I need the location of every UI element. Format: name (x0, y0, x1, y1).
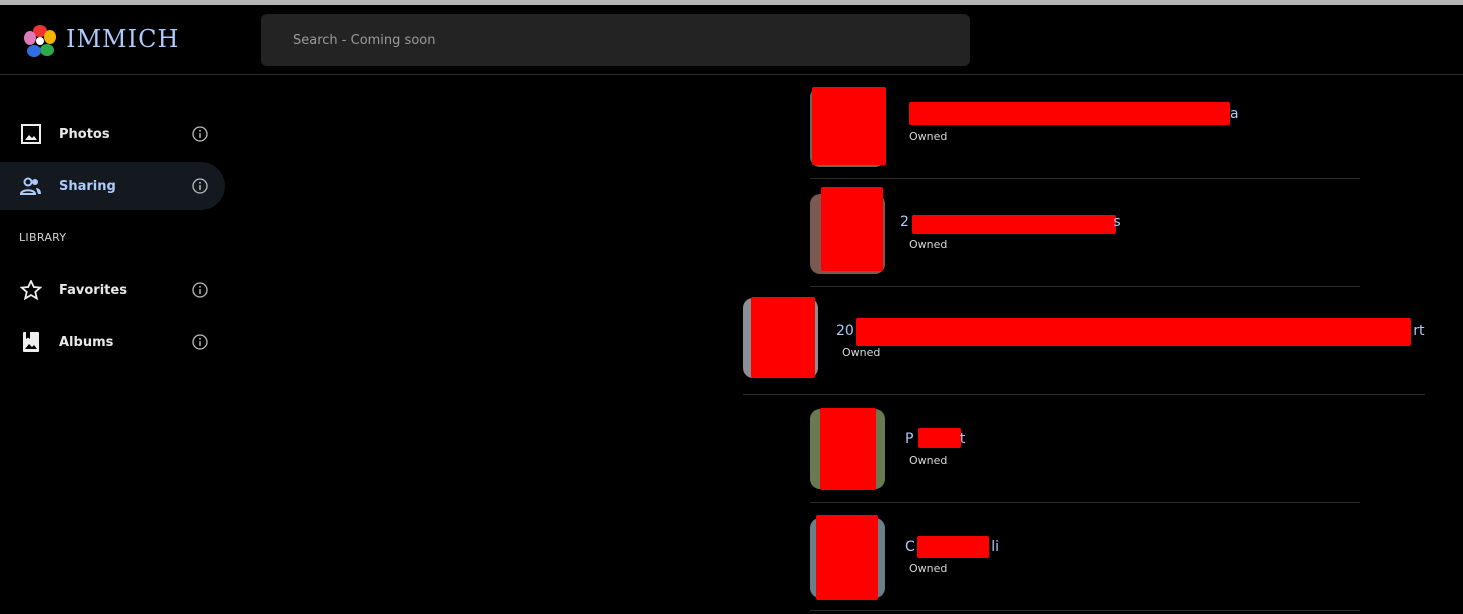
info-icon[interactable] (192, 334, 208, 350)
info-icon[interactable] (192, 178, 208, 194)
album-owner-status: Owned (909, 238, 948, 251)
album-owner-status: Owned (909, 454, 948, 467)
redaction (917, 536, 989, 558)
redaction (751, 297, 815, 378)
divider (743, 394, 1425, 395)
sidebar-item-label: Photos (59, 126, 110, 142)
sidebar-item-favorites[interactable]: Favorites (0, 266, 225, 314)
album-title[interactable]: C li (905, 539, 1000, 555)
library-section-label: LIBRARY (19, 231, 67, 244)
album-title[interactable]: a (1230, 106, 1239, 122)
album-title[interactable]: P t (905, 431, 966, 447)
sidebar-item-photos[interactable]: Photos (0, 110, 225, 158)
redaction (856, 318, 1411, 346)
star-icon (20, 280, 42, 300)
redaction (821, 187, 883, 271)
search-input[interactable] (261, 14, 970, 66)
album-title[interactable]: 20 rt (836, 323, 1425, 339)
redaction (912, 215, 1116, 234)
window-top-bar (0, 0, 1463, 5)
app-header: IMMICH (0, 5, 1463, 75)
sidebar-item-albums[interactable]: Albums (0, 318, 225, 366)
sidebar-item-label: Favorites (59, 282, 127, 298)
redaction (820, 408, 876, 490)
divider (810, 502, 1360, 503)
brand-name: IMMICH (66, 25, 180, 53)
info-icon[interactable] (192, 282, 208, 298)
people-icon (20, 177, 41, 195)
divider (810, 178, 1360, 179)
sidebar-item-label: Albums (59, 334, 114, 350)
redaction (816, 515, 878, 600)
album-icon (23, 332, 39, 352)
sidebar-item-label: Sharing (59, 178, 116, 194)
immich-logo-icon (24, 25, 56, 57)
redaction (918, 428, 961, 448)
divider (810, 286, 1360, 287)
album-title[interactable]: 2 s (900, 214, 1121, 230)
divider (810, 610, 1360, 611)
info-icon[interactable] (192, 126, 208, 142)
album-owner-status: Owned (842, 346, 881, 359)
redaction (909, 102, 1230, 125)
photo-icon (21, 124, 41, 144)
redaction (812, 87, 886, 165)
album-owner-status: Owned (909, 562, 948, 575)
album-owner-status: Owned (909, 130, 948, 143)
sidebar-item-sharing[interactable]: Sharing (0, 162, 225, 210)
